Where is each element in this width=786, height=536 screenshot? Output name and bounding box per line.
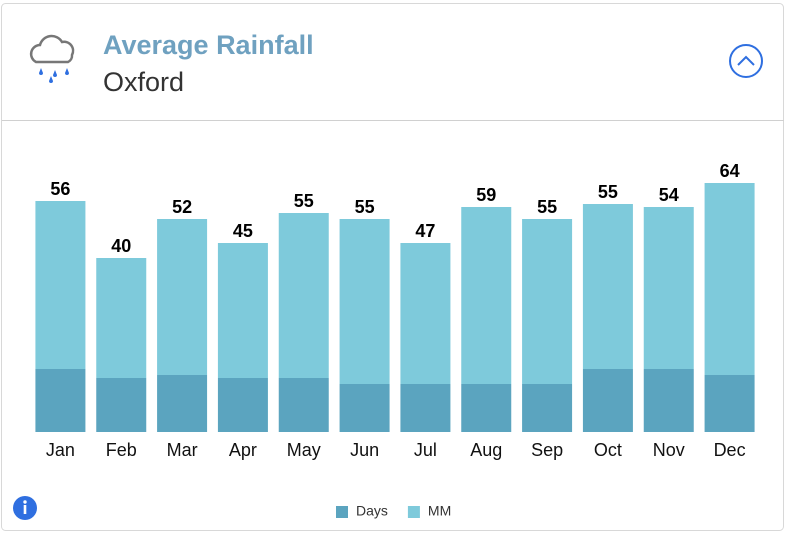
bar: [704, 375, 755, 432]
x-tick-label: Jul: [414, 440, 437, 460]
value-label: 56: [50, 179, 70, 199]
x-tick-label: Nov: [653, 440, 685, 460]
legend-label: Days: [356, 503, 388, 519]
bar: [643, 207, 694, 369]
bar: [400, 384, 451, 432]
bar: [157, 219, 208, 375]
legend-swatch: [407, 506, 420, 518]
value-label: 45: [233, 221, 253, 241]
bar: [461, 207, 512, 384]
collapse-button[interactable]: [729, 44, 763, 78]
bar: [461, 384, 512, 432]
x-tick-label: Aug: [470, 440, 502, 460]
x-tick-label: Apr: [229, 440, 257, 460]
value-label: 55: [355, 197, 375, 217]
x-tick-label: Feb: [106, 440, 137, 460]
bar: [96, 258, 147, 378]
x-tick-label: Jun: [350, 440, 379, 460]
bar: [339, 219, 390, 384]
x-tick-label: May: [287, 440, 321, 460]
x-tick-label: Jan: [46, 440, 75, 460]
bar: [157, 375, 208, 432]
chart-title: Average Rainfall: [103, 30, 314, 60]
x-tick-label: Oct: [594, 440, 622, 460]
bar: [96, 378, 147, 432]
value-label: 52: [172, 197, 192, 217]
legend-swatch: [336, 506, 348, 518]
bar: [400, 243, 451, 384]
bar: [278, 378, 329, 432]
bar: [522, 384, 573, 432]
bar: [217, 243, 268, 378]
bar: [35, 201, 86, 369]
bar: [582, 369, 633, 432]
value-label: 59: [476, 185, 496, 205]
x-tick-label: Dec: [714, 440, 746, 460]
bar: [643, 369, 694, 432]
bar: [582, 204, 633, 369]
value-label: 64: [720, 161, 740, 181]
x-tick-label: Sep: [531, 440, 563, 460]
value-label: 55: [294, 191, 314, 211]
bar: [278, 213, 329, 378]
value-label: 40: [111, 236, 131, 256]
bar: [704, 183, 755, 375]
rain-icon: [29, 34, 75, 83]
bar: [217, 378, 268, 432]
chart-subtitle: Oxford: [103, 67, 184, 97]
x-tick-label: Mar: [167, 440, 198, 460]
legend-label: MM: [428, 503, 451, 519]
value-label: 47: [415, 221, 435, 241]
bar: [522, 219, 573, 384]
info-button[interactable]: [13, 496, 37, 520]
value-label: 55: [598, 182, 618, 202]
bar: [35, 369, 86, 432]
bar: [339, 384, 390, 432]
value-label: 54: [659, 185, 679, 205]
value-label: 55: [537, 197, 557, 217]
